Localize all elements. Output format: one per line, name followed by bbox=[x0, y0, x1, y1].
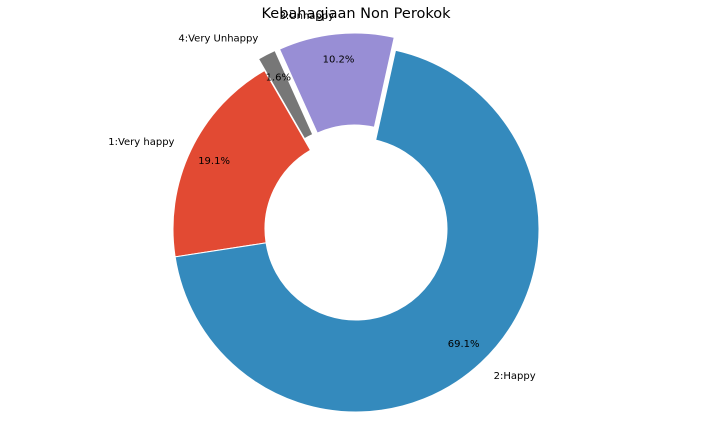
slice-1-very-happy bbox=[172, 69, 312, 258]
chart-title: Kebahagiaan Non Perokok bbox=[261, 6, 451, 22]
slice-percent-1-very-happy: 19.1% bbox=[198, 156, 230, 167]
slice-label-1-very-happy: 1:Very happy bbox=[108, 137, 174, 148]
slice-3-unhappy bbox=[278, 32, 395, 134]
label-group: 1:Very happy 19.1% 2:Happy 69.1% 3:Unhappy 10… bbox=[108, 11, 535, 382]
slice-label-2-happy: 2:Happy bbox=[494, 371, 536, 382]
slice-2-happy bbox=[174, 49, 540, 413]
slice-percent-2-happy: 69.1% bbox=[448, 339, 480, 350]
slice-percent-3-unhappy: 10.2% bbox=[323, 55, 355, 66]
slice-group bbox=[172, 32, 540, 413]
slice-percent-4-very-unhappy: 1.6% bbox=[266, 72, 291, 83]
slice-label-4-very-unhappy: 4:Very Unhappy bbox=[178, 33, 258, 44]
slice-label-3-unhappy: 3:Unhappy bbox=[280, 11, 335, 22]
slice-4-very-unhappy bbox=[257, 49, 314, 140]
